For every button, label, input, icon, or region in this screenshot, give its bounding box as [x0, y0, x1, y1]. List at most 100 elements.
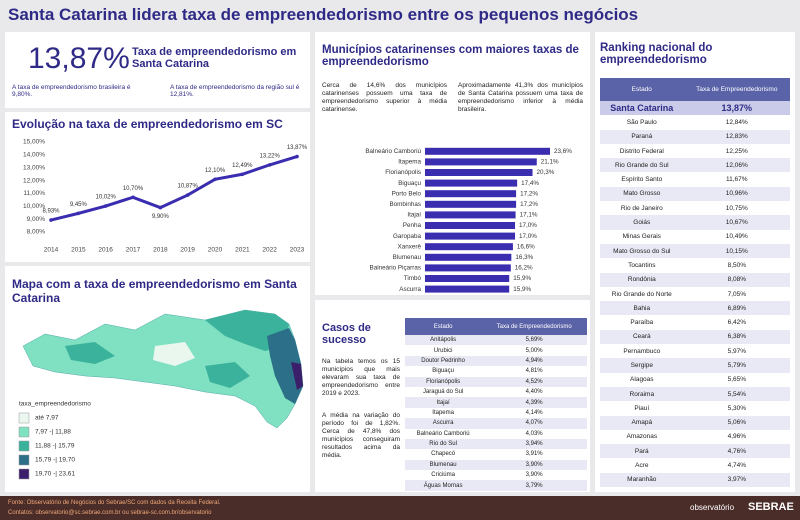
- legend-label: 7,97 -| 11,88: [35, 429, 71, 436]
- data-label: 10,87%: [177, 184, 198, 190]
- cases-note: Na tabela temos os 15 municípios que mai…: [322, 358, 400, 397]
- table-cell: 3,91%: [525, 451, 543, 458]
- bar: [425, 147, 550, 155]
- table-cell: Sergipe: [630, 361, 653, 369]
- legend-swatch: [18, 440, 30, 452]
- point: [158, 205, 163, 210]
- table-cell: 4,81%: [525, 368, 543, 375]
- table-cell: Pernambuco: [623, 347, 661, 355]
- table-cell: 5,00%: [525, 347, 543, 354]
- table-row: Rondônia 8,08%: [600, 272, 790, 287]
- bar: [425, 243, 513, 251]
- table-cell: 4,74%: [727, 462, 747, 470]
- table-cell: 4,14%: [525, 409, 543, 416]
- point: [267, 163, 272, 167]
- table-cell: Florianópolis: [426, 378, 461, 385]
- point: [131, 195, 135, 200]
- bar: [425, 200, 517, 208]
- map-region: [205, 362, 250, 388]
- y-tick-label: 11,00%: [23, 190, 45, 197]
- legend-swatch: [18, 454, 30, 466]
- map-region: [291, 362, 303, 390]
- table-row: Piauí 5,30%: [600, 401, 790, 416]
- category-label: Itapema: [398, 159, 421, 166]
- legend-label: 15,79 -| 19,70: [35, 457, 75, 464]
- data-label: 17,2%: [520, 190, 538, 197]
- x-tick-label: 2019: [180, 247, 195, 254]
- data-label: 9,45%: [70, 202, 88, 208]
- bar: [425, 264, 511, 272]
- table-cell: Pará: [634, 447, 649, 455]
- bar-note: Cerca de 14,6% dos municípios catarinens…: [322, 82, 447, 113]
- table-row: Amapá 5,06%: [600, 415, 790, 430]
- legend-swatch: [18, 426, 30, 438]
- point: [103, 204, 108, 208]
- table-cell: Rio do Sul: [429, 441, 457, 448]
- y-tick-label: 8,00%: [27, 229, 46, 236]
- bar: [425, 285, 510, 293]
- table-cell: 5,79%: [727, 361, 747, 369]
- bar-note: Aproximadamente 41,3% dos municípios de …: [458, 82, 583, 113]
- table-row: Urubici 5,00%: [405, 345, 587, 356]
- table-header-row: Estado Taxa de Empreendedorismo: [600, 78, 790, 101]
- table-row: Rio Grande do Sul 12,06%: [600, 158, 790, 173]
- table-row: Rio Grande do Norte 7,05%: [600, 286, 790, 302]
- table-row: Balneário Camboriú 4,03%: [405, 428, 587, 439]
- table-cell: 3,79%: [525, 482, 543, 489]
- header-cell: Taxa de Empreendedorismo: [481, 318, 587, 335]
- table-cell: Rio de Janeiro: [620, 204, 663, 212]
- data-label: 12,49%: [232, 163, 253, 169]
- table-cell: Acre: [635, 462, 649, 470]
- table-cell: Amapá: [631, 419, 653, 427]
- table-row: Paraíba 6,42%: [600, 315, 790, 330]
- point: [49, 218, 53, 222]
- legend-label: 19,70 -| 23,61: [35, 471, 75, 478]
- table-cell: Anitápolis: [430, 337, 457, 344]
- bar: [425, 158, 537, 166]
- category-label: Xanxerê: [398, 243, 422, 250]
- table-row: Ceará 6,38%: [600, 329, 790, 345]
- table-row: Doutor Pedrinho 4,94%: [405, 355, 587, 367]
- table-cell: Rondônia: [627, 276, 656, 284]
- table-cell: Distrito Federal: [619, 147, 664, 155]
- table-row: Chapecó 3,91%: [405, 449, 587, 460]
- table-row: Mato Grosso do Sul 10,15%: [600, 243, 790, 259]
- point: [240, 172, 245, 177]
- table-cell: 4,94%: [525, 357, 543, 364]
- category-label: Balneário Camboriú: [365, 148, 421, 155]
- category-label: Porto Belo: [392, 190, 422, 197]
- table-row: Acre 4,74%: [600, 458, 790, 473]
- table-row: Itapema 4,14%: [405, 407, 587, 419]
- table-cell: 5,06%: [727, 419, 747, 427]
- table-row: Jaraguá do Sul 4,40%: [405, 386, 587, 398]
- table-row: Sergipe 5,79%: [600, 358, 790, 373]
- table-cell: 12,84%: [725, 118, 748, 126]
- bar: [425, 222, 516, 229]
- bar: [425, 179, 518, 187]
- table-row: Blumenau 3,90%: [405, 459, 587, 471]
- table-cell: Itajaí: [436, 399, 450, 406]
- table-cell: 6,38%: [727, 333, 747, 341]
- kpi-value: 13,87%: [28, 42, 130, 75]
- table-row: Anitápolis 5,69%: [405, 335, 587, 346]
- table-cell: Rio Grande do Sul: [615, 161, 669, 169]
- table-cell: 11,67%: [726, 176, 748, 184]
- data-label: 8,93%: [42, 209, 60, 215]
- table-cell: Goiás: [633, 219, 651, 227]
- table-cell: Biguaçu: [432, 368, 454, 375]
- table-cell: Espírito Santo: [621, 176, 663, 184]
- data-label: 23,6%: [554, 148, 572, 155]
- table-row: Maranhão 3,97%: [600, 472, 790, 488]
- data-label: 16,3%: [515, 254, 533, 261]
- x-tick-label: 2022: [262, 247, 277, 254]
- ranking-title: Ranking nacional do empreendedorismo: [600, 42, 713, 66]
- legend-label: até 7,97: [35, 415, 59, 422]
- data-label: 15,9%: [513, 275, 531, 282]
- table-row: Itajaí 4,39%: [405, 397, 587, 408]
- x-tick-label: 2018: [153, 247, 168, 254]
- map-region: [267, 328, 303, 404]
- table-cell: 5,65%: [727, 376, 747, 384]
- category-label: Itajaí: [407, 212, 421, 219]
- bar: [425, 232, 516, 240]
